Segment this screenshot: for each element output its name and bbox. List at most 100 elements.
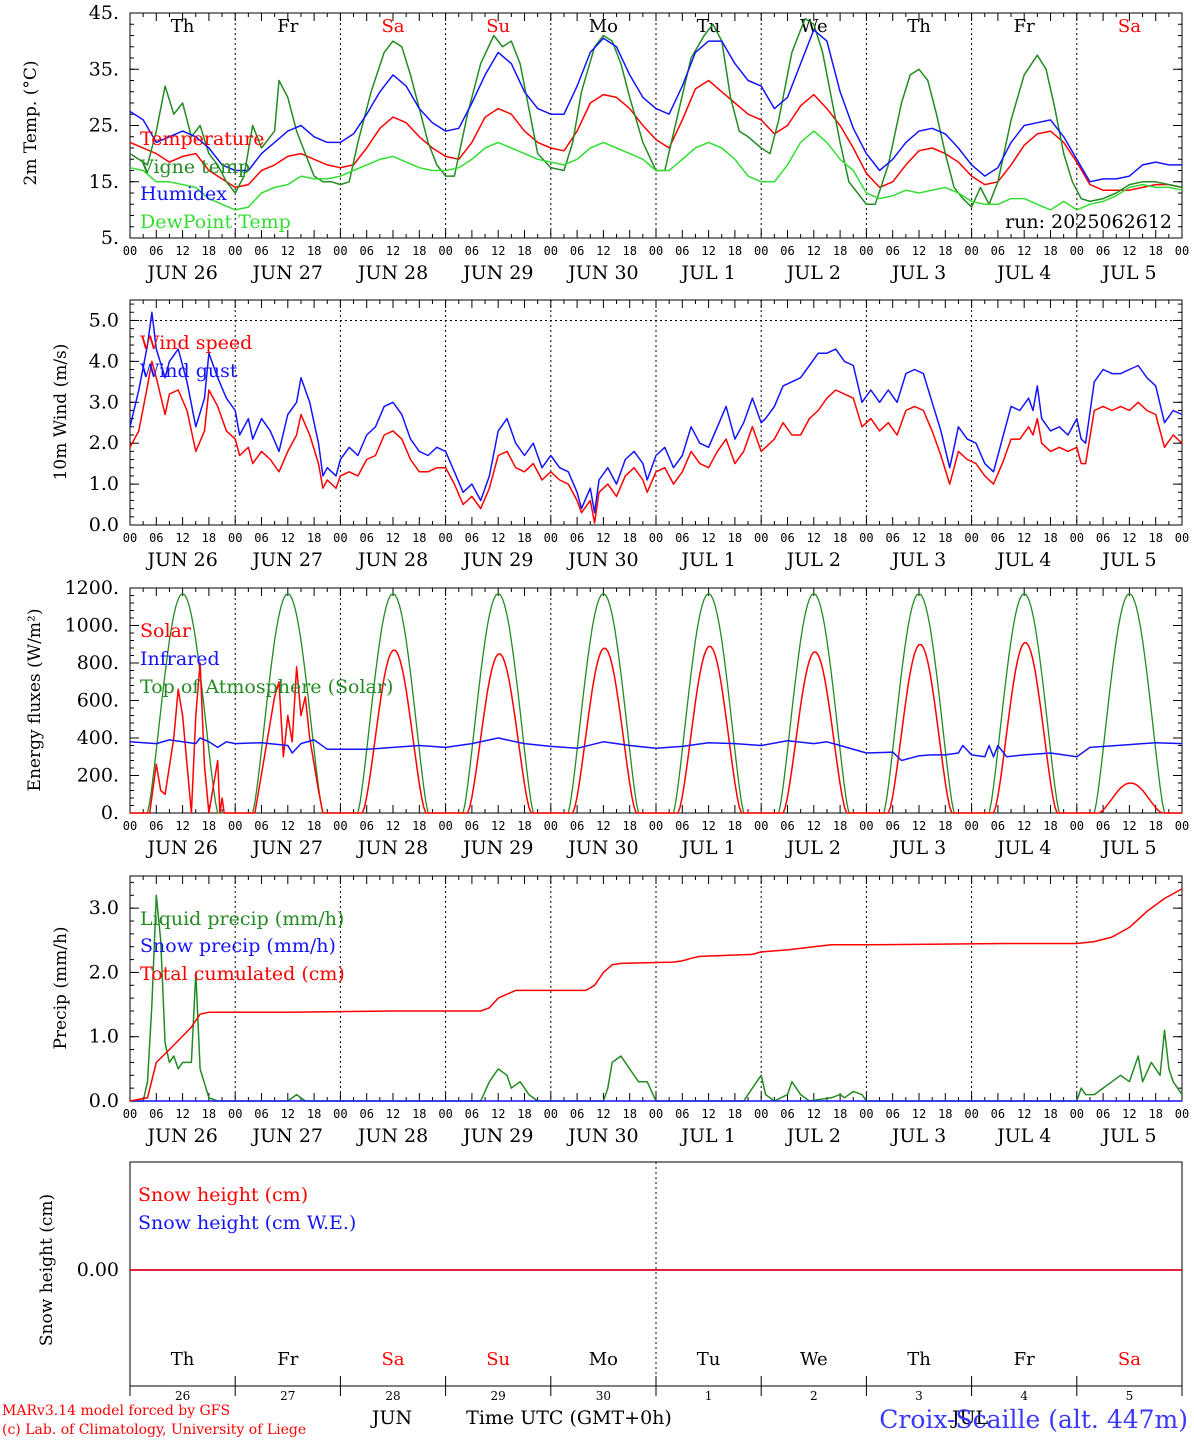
day-name-label: Sa xyxy=(381,16,404,37)
series-line-blue xyxy=(129,29,1182,183)
x-tick-label: 06 xyxy=(675,244,689,258)
legend-snow-precip: Snow precip (mm/h) xyxy=(140,935,336,957)
x-tick-label: 18 xyxy=(622,531,636,545)
date-label: JUL 2 xyxy=(785,262,841,284)
y-tick-label: 2.0 xyxy=(89,432,119,454)
x-tick-label: 06 xyxy=(780,244,794,258)
date-label: JUN 27 xyxy=(251,262,323,284)
x-tick-label: 18 xyxy=(1043,531,1057,545)
x-tick-label: 00 xyxy=(1175,531,1189,545)
day-name-label: Sa xyxy=(1118,16,1141,37)
date-label: JUL 5 xyxy=(1100,1125,1156,1147)
x-tick-label: 06 xyxy=(885,819,899,833)
y-tick-label: 4.0 xyxy=(89,350,119,372)
date-label: JUN 27 xyxy=(251,1125,323,1147)
series-line-green xyxy=(129,17,1183,208)
y-tick-label: 1.0 xyxy=(89,473,119,495)
legend-liquid-precip: Liquid precip (mm/h) xyxy=(140,908,344,930)
x-tick-label: 12 xyxy=(175,531,189,545)
y-tick-label: 1200. xyxy=(65,577,119,599)
date-label: JUN 29 xyxy=(461,1125,533,1147)
x-tick-label: 06 xyxy=(254,1107,268,1121)
date-label: JUL 2 xyxy=(785,549,841,571)
x-tick-label: 06 xyxy=(149,1107,163,1121)
day-number-label: 5 xyxy=(1126,1389,1134,1403)
x-tick-label: 12 xyxy=(281,819,295,833)
x-tick-label: 12 xyxy=(281,244,295,258)
x-tick-label: 06 xyxy=(359,819,373,833)
x-tick-label: 12 xyxy=(175,819,189,833)
day-name-label: Th xyxy=(171,1349,195,1370)
y-tick-label: 25. xyxy=(89,115,119,137)
day-number-label: 28 xyxy=(385,1389,400,1403)
legend-snow-height: Snow height (cm) xyxy=(138,1184,308,1206)
date-label: JUN 26 xyxy=(145,1125,217,1147)
x-tick-label: 00 xyxy=(859,531,873,545)
y-tick-label: 5. xyxy=(101,227,119,249)
x-tick-label: 12 xyxy=(912,819,926,833)
x-tick-label: 18 xyxy=(728,244,742,258)
x-tick-label: 12 xyxy=(281,531,295,545)
x-tick-label: 00 xyxy=(333,1107,347,1121)
x-tick-label: 18 xyxy=(833,819,847,833)
x-tick-label: 12 xyxy=(1122,1107,1136,1121)
temperature-y-axis-label: 2m Temp. (°C) xyxy=(21,60,41,185)
x-tick-label: 12 xyxy=(281,1107,295,1121)
day-name-label: Sa xyxy=(1118,1349,1141,1370)
x-tick-label: 00 xyxy=(649,1107,663,1121)
x-tick-label: 06 xyxy=(1096,1107,1110,1121)
x-tick-label: 18 xyxy=(202,1107,216,1121)
date-label: JUL 2 xyxy=(785,1125,841,1147)
x-tick-label: 06 xyxy=(1096,819,1110,833)
x-tick-label: 12 xyxy=(491,819,505,833)
series-line-red xyxy=(129,888,1183,1102)
x-tick-label: 06 xyxy=(149,819,163,833)
date-label: JUL 1 xyxy=(679,262,735,284)
x-tick-label: 00 xyxy=(964,1107,978,1121)
day-name-label: Th xyxy=(907,16,931,37)
x-tick-label: 18 xyxy=(938,531,952,545)
series-line-infrared xyxy=(129,737,1183,762)
x-tick-label: 00 xyxy=(1070,244,1084,258)
x-tick-label: 18 xyxy=(622,1107,636,1121)
x-tick-label: 18 xyxy=(622,244,636,258)
legend-infrared: Infrared xyxy=(140,648,220,670)
x-tick-label: 00 xyxy=(123,819,137,833)
x-tick-label: 00 xyxy=(333,244,347,258)
x-tick-label: 06 xyxy=(254,531,268,545)
x-tick-label: 06 xyxy=(675,531,689,545)
x-tick-label: 12 xyxy=(596,244,610,258)
y-tick-label: 800. xyxy=(77,652,119,674)
x-tick-label: 18 xyxy=(202,531,216,545)
day-name-label: We xyxy=(800,1349,828,1370)
legend-solar: Solar xyxy=(140,620,192,642)
day-name-label: Th xyxy=(907,1349,931,1370)
x-tick-label: 00 xyxy=(964,531,978,545)
x-tick-label: 06 xyxy=(570,819,584,833)
x-tick-label: 00 xyxy=(859,819,873,833)
x-tick-label: 12 xyxy=(386,1107,400,1121)
x-tick-label: 06 xyxy=(465,1107,479,1121)
x-tick-label: 00 xyxy=(1070,819,1084,833)
x-tick-label: 18 xyxy=(307,1107,321,1121)
x-tick-label: 06 xyxy=(780,819,794,833)
x-tick-label: 06 xyxy=(359,531,373,545)
y-tick-label: 0.0 xyxy=(89,1090,119,1112)
day-name-label: Sa xyxy=(381,1349,404,1370)
x-tick-label: 06 xyxy=(991,531,1005,545)
legend-total-cumulated: Total cumulated (cm) xyxy=(140,963,345,985)
day-name-label: Fr xyxy=(277,16,298,37)
x-tick-label: 06 xyxy=(149,244,163,258)
y-tick-label: 3.0 xyxy=(89,391,119,413)
x-tick-label: 00 xyxy=(754,1107,768,1121)
day-name-label: Tu xyxy=(697,1349,721,1370)
x-tick-label: 12 xyxy=(596,1107,610,1121)
x-tick-label: 18 xyxy=(517,531,531,545)
y-tick-label: 3.0 xyxy=(89,897,119,919)
x-tick-label: 12 xyxy=(701,819,715,833)
x-tick-label: 12 xyxy=(701,244,715,258)
y-tick-label: 400. xyxy=(77,727,119,749)
date-label: JUN 28 xyxy=(356,549,428,571)
date-label: JUN 30 xyxy=(566,1125,638,1147)
x-tick-label: 06 xyxy=(885,531,899,545)
